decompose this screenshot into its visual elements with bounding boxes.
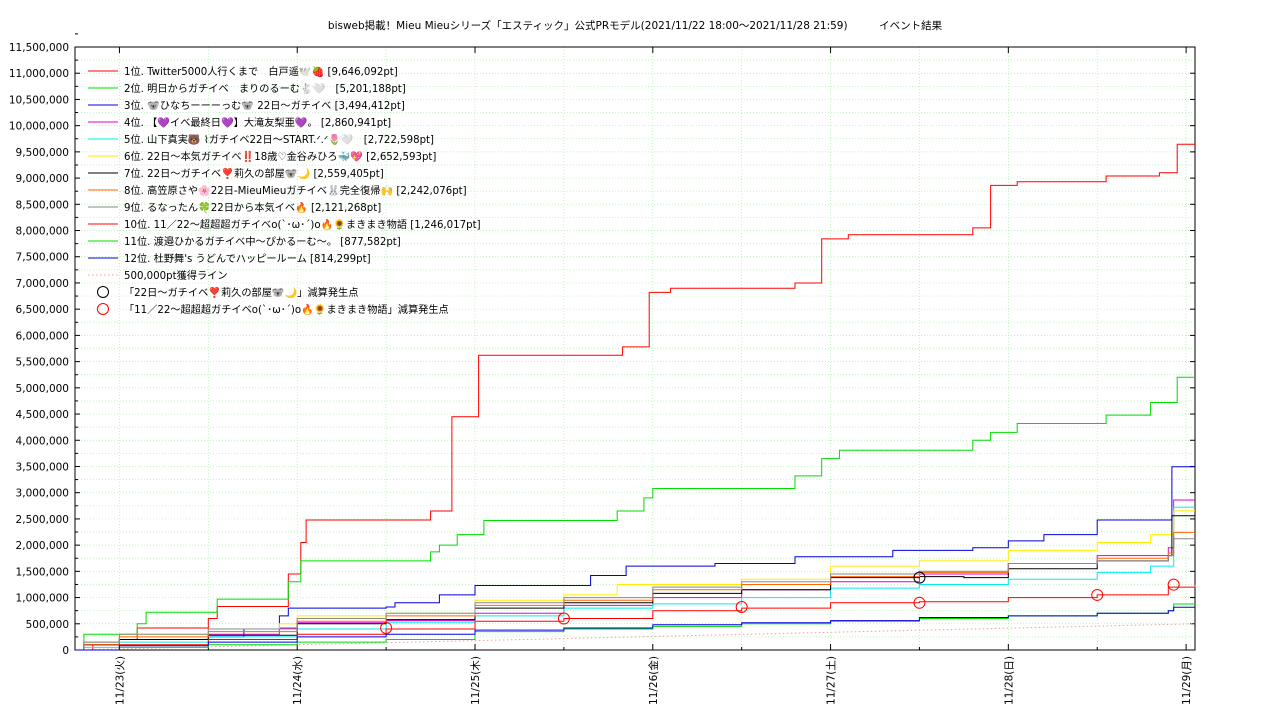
y-tick-label: 1,000,000 xyxy=(16,593,69,605)
y-tick-label: 5,000,000 xyxy=(16,383,69,395)
marker-point-2 xyxy=(913,596,926,609)
y-tick-label: 10,000,000 xyxy=(9,121,69,133)
marker-point-2 xyxy=(557,612,570,625)
chart-title: bisweb掲載！Mieu Mieuシリーズ「エスティック」公式PRモデル(20… xyxy=(327,20,943,32)
legend-label: 「11／22〜超超超ガチイベo(`･ω･´)o🔥🌻まきまき物語」減算発生点 xyxy=(124,303,449,316)
series-line-9 xyxy=(75,538,1195,651)
x-tick-label: 11/25(木) xyxy=(470,656,482,705)
legend-label: 3位. 🐨ひなちーーーっむ🐨 22日〜ガチイベ [3,494,412pt] xyxy=(124,99,405,112)
y-tick-label: 6,500,000 xyxy=(16,304,69,316)
x-axis: 11/23(火) 11/24(水) 11/25(木) 11/26(金) 11/27(土)… xyxy=(114,47,1193,705)
legend-label: 7位. 22日〜ガチイベ❣️莉久の部屋🐨🌙 [2,559,405pt] xyxy=(124,167,384,180)
legend-label: 8位. 高笠原さや🌸22日-MieuMieuガチイベ🐰完全復帰🙌 [2,242,… xyxy=(124,184,467,197)
y-tick-label: 11,000,000 xyxy=(9,68,69,80)
legend-marker xyxy=(97,303,109,315)
series-lines xyxy=(75,143,1196,651)
y-tick-label: 7,000,000 xyxy=(16,278,69,290)
y-tick-label: 8,500,000 xyxy=(16,199,69,211)
legend-label: 6位. 22日〜本気ガチイベ‼️18歳♡金谷みひろ🐳💖 [2,652,593pt… xyxy=(124,150,436,163)
x-tick-label: 11/29(月) xyxy=(1181,656,1193,705)
series-line-12 xyxy=(75,606,1195,651)
x-tick-label: 11/27(土) xyxy=(825,656,838,705)
series-line-7 xyxy=(75,515,1195,651)
y-tick-label: 4,500,000 xyxy=(16,409,69,421)
marker-point-2 xyxy=(380,621,393,634)
legend-label: 12位. 杜野舞's うどんでハッピールーム [814,299pt] xyxy=(124,252,371,265)
y-tick-label: 5,500,000 xyxy=(16,357,69,369)
y-tick-label: 11,500,000 xyxy=(9,42,69,54)
y-tick-label: 4,000,000 xyxy=(16,435,69,447)
y-tick-label: 9,500,000 xyxy=(16,147,69,159)
legend-label: 500,000pt獲得ライン xyxy=(124,269,228,282)
y-tick-label: 10,500,000 xyxy=(9,94,69,106)
x-tick-label: 11/28(日) xyxy=(1003,656,1015,705)
legend-label: 10位. 11／22〜超超超ガチイベo(`･ω･´)o🔥🌻まきまき物語 [1,2… xyxy=(124,218,481,231)
legend-label: 5位. 山下真実🐻 ⌇ガチイベ22日〜START.ᐟ.ᐟ🌷🤍 [2,722,59… xyxy=(124,133,434,146)
legend-marker xyxy=(97,286,109,298)
markers xyxy=(380,571,1180,634)
x-tick-label: 11/26(金) xyxy=(647,656,660,705)
x-tick-label: 11/23(火) xyxy=(114,656,126,705)
y-tick-label: 0 xyxy=(62,645,69,657)
legend-label: 1位. Twitter5000人行くまで 白戸遥🕊️🍓 [9,646,092pt… xyxy=(124,65,398,78)
series-line-3 xyxy=(75,466,1195,651)
y-tick-label: 3,000,000 xyxy=(16,488,69,500)
marker-point-2 xyxy=(1091,588,1104,601)
marker-point-1 xyxy=(913,571,926,584)
legend-label: 4位. 【💜イベ最終日💜】大滝友梨亜💜。 [2,860,941pt] xyxy=(124,116,391,129)
y-tick-label: 2,500,000 xyxy=(16,514,69,526)
marker-point-2 xyxy=(1167,578,1180,591)
series-line-2 xyxy=(75,376,1195,651)
y-tick-label: 6,000,000 xyxy=(16,330,69,342)
series-line-10 xyxy=(75,584,1196,651)
y-tick-label: 7,500,000 xyxy=(16,252,69,264)
y-tick-label: 8,000,000 xyxy=(16,226,69,238)
legend-label: 「22日〜ガチイベ❣️莉久の部屋🐨🌙」減算発生点 xyxy=(124,286,358,299)
y-tick-label: 500,000 xyxy=(26,619,69,631)
y-axis: 0 500,000 1,000,000 1,500,000 2,000,000 2,500… xyxy=(9,33,1195,657)
marker-point-2 xyxy=(735,601,748,614)
y-tick-label: 1,500,000 xyxy=(16,566,69,578)
legend-label: 11位. 渡邉ひかるガチイベ中〜ぴかるーむ〜。 [877,582pt] xyxy=(124,235,401,248)
legend: 1位. Twitter5000人行くまで 白戸遥🕊️🍓 [9,646,092pt… xyxy=(88,65,481,316)
legend-label: 2位. 明日からガチイベ まりのるーむ🐇🤍 [5,201,188pt] xyxy=(124,82,406,95)
y-tick-label: 9,000,000 xyxy=(16,173,69,185)
series-line-1 xyxy=(75,143,1195,651)
y-tick-label: 2,000,000 xyxy=(16,540,69,552)
y-tick-label: 3,500,000 xyxy=(16,461,69,473)
x-tick-label: 11/24(水) xyxy=(292,656,304,705)
reference-line-500000 xyxy=(74,623,1196,651)
legend-label: 9位. るなったん🍀22日から本気イベ🔥 [2,121,268pt] xyxy=(124,201,381,214)
